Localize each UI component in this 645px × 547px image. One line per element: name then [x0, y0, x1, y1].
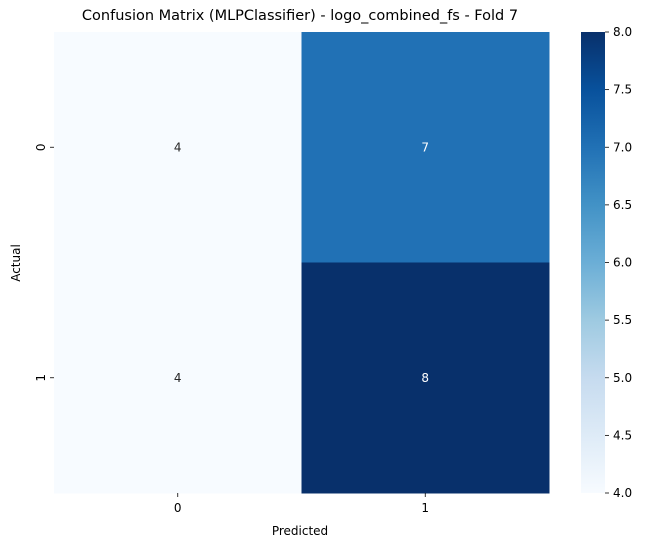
- colorbar-ticks: 4.0 4.5 5.0 5.5 6.0 6.5 7.0 7.5 8.0: [605, 25, 632, 500]
- y-axis-label: Actual: [9, 244, 23, 282]
- heatmap-cell-label-r0-c1: 7: [421, 140, 429, 154]
- colorbar-tick-label-4: 6.0: [613, 256, 632, 270]
- colorbar-tick-label-7: 7.5: [613, 83, 632, 97]
- heatmap-cell-r1-c1: [301, 262, 550, 494]
- heatmap-cell-r0-c1: [301, 32, 550, 263]
- x-tick-label-1: 1: [421, 501, 429, 515]
- x-tick-label-0: 0: [174, 501, 182, 515]
- heatmap-cells: [54, 32, 550, 494]
- heatmap-cell-r0-c0: [54, 32, 302, 263]
- colorbar-tick-label-1: 4.5: [613, 428, 632, 442]
- colorbar-tick-label-2: 5.0: [613, 371, 632, 385]
- colorbar-tick-label-0: 4.0: [613, 486, 632, 500]
- y-axis-ticks: 01: [34, 143, 54, 382]
- heatmap-cell-label-r1-c0: 4: [174, 371, 182, 385]
- heatmap-cell-labels: 4 7 4 8: [174, 140, 429, 385]
- chart-title: Confusion Matrix (MLPClassifier) - logo_…: [82, 8, 518, 24]
- colorbar-tick-label-3: 5.5: [613, 313, 632, 327]
- heatmap-cell-label-r0-c0: 4: [174, 140, 182, 154]
- y-tick-label-1: 1: [34, 374, 48, 382]
- colorbar-tick-label-6: 7.0: [613, 140, 632, 154]
- heatmap-cell-r1-c0: [54, 262, 302, 494]
- heatmap-cell-label-r1-c1: 8: [421, 371, 429, 385]
- x-axis-label: Predicted: [272, 524, 328, 538]
- colorbar: [581, 32, 605, 493]
- y-tick-label-0: 0: [34, 143, 48, 151]
- colorbar-tick-label-8: 8.0: [613, 25, 632, 39]
- colorbar-tick-label-5: 6.5: [613, 198, 632, 212]
